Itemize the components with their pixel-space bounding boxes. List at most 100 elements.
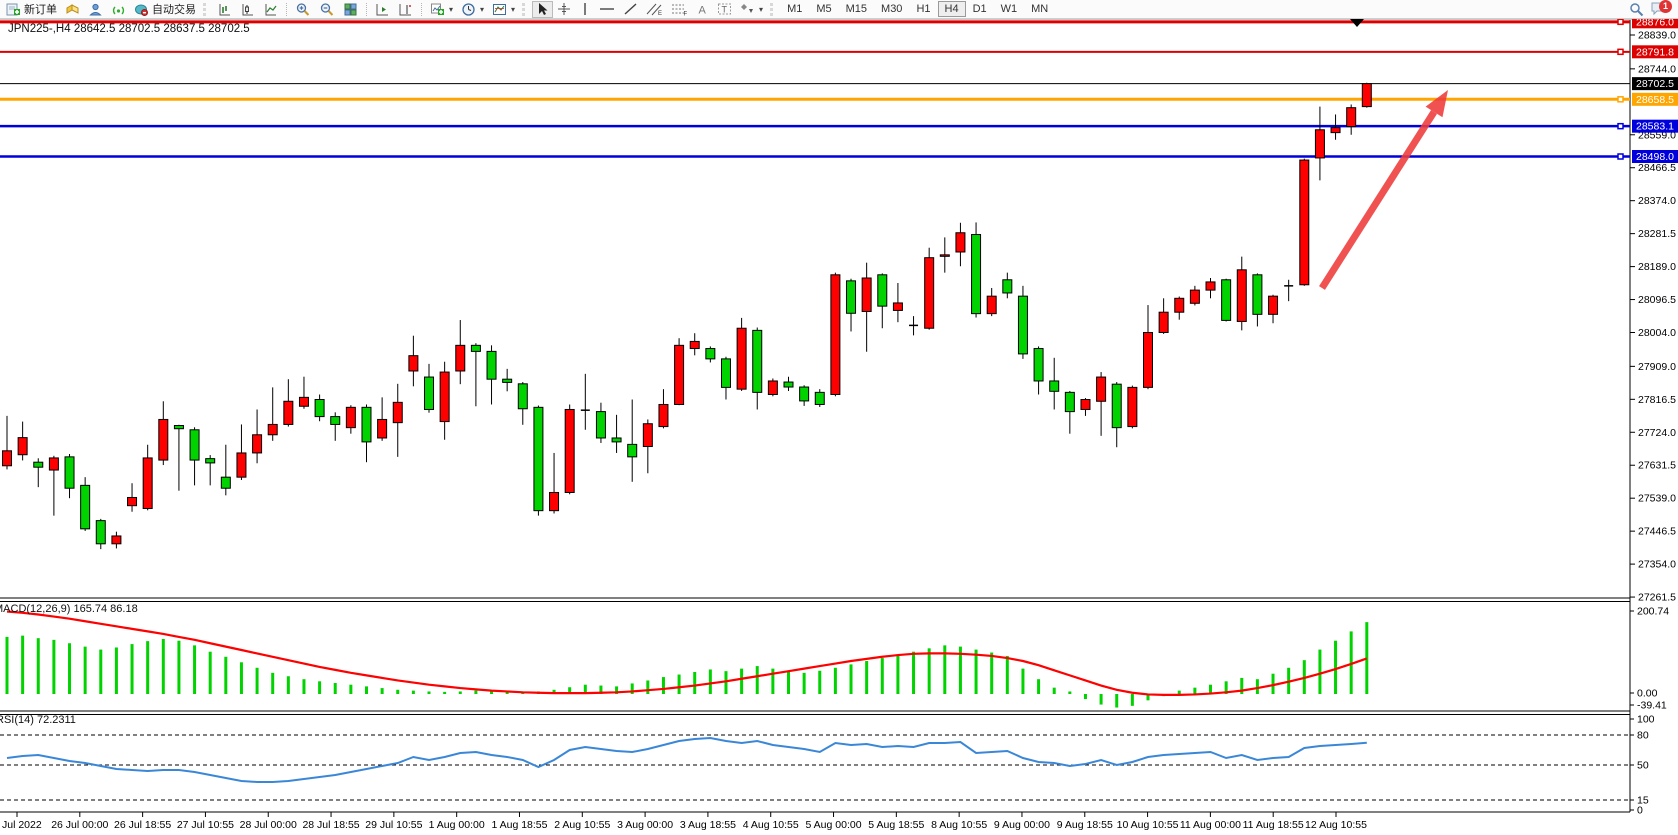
time-tick-label: 4 Aug 10:55 (743, 819, 799, 831)
price-axis[interactable]: 28839.028744.028559.028466.528374.028281… (1630, 15, 1678, 604)
bar-chart-icon (219, 3, 230, 15)
notifications-button[interactable]: 1 (1650, 0, 1672, 17)
timeframe-d1[interactable]: D1 (966, 1, 994, 17)
candle-body (111, 535, 122, 545)
shapes-button[interactable]: ▾ (736, 1, 767, 18)
price-tick-label: 28466.5 (1638, 162, 1676, 174)
autotrading-button[interactable]: 自动交易 (130, 1, 200, 18)
price-line-badge-label: 28658.5 (1636, 94, 1674, 106)
zoom-in-button[interactable] (291, 1, 315, 18)
toolbar-separator (286, 2, 287, 16)
timeframe-w1[interactable]: W1 (994, 1, 1025, 17)
svg-text:F: F (684, 12, 688, 17)
candle-body (205, 458, 216, 464)
horizontal-line-button[interactable] (595, 1, 619, 18)
chart-autoscroll-button[interactable] (371, 1, 394, 18)
time-axis[interactable]: Jul 2022 26 Jul 00:00 26 Jul 18:55 27 Jul 1… (2, 812, 1367, 831)
signals-button[interactable] (107, 1, 130, 18)
fibonacci-button[interactable]: F (667, 1, 692, 18)
channel-button[interactable]: E (642, 1, 667, 18)
timeframe-h4[interactable]: H4 (937, 1, 966, 17)
bar-chart-button[interactable] (213, 1, 236, 18)
rsi-tick-label: 0 (1637, 805, 1643, 817)
time-tick-label: 11 Aug 18:55 (1243, 819, 1304, 831)
indicator-axis[interactable]: 200.74 0.00-39.41 100 80 50 150 (1630, 606, 1669, 817)
timeframe-mn[interactable]: MN (1024, 1, 1055, 17)
search-icon[interactable] (1629, 2, 1644, 17)
annotation-arrow[interactable] (1319, 90, 1448, 290)
top-marker-triangle (1350, 19, 1364, 27)
indicators-button[interactable]: ▾ (426, 1, 457, 18)
price-tick-label: 27909.0 (1638, 361, 1676, 373)
rsi-label: RSI(14) 72.2311 (0, 714, 76, 726)
tile-windows-button[interactable] (339, 1, 362, 18)
candle-body (1314, 129, 1325, 159)
line-chart-button[interactable] (259, 1, 282, 18)
timeframe-m30[interactable]: M30 (874, 1, 909, 17)
price-tick-label: 27631.5 (1638, 460, 1676, 472)
timeframe-m15[interactable]: M15 (839, 1, 874, 17)
time-tick-label: 3 Aug 18:55 (680, 819, 736, 831)
timeframe-m5[interactable]: M5 (809, 1, 838, 17)
price-tick-label: 28839.0 (1638, 30, 1676, 42)
crosshair-icon (558, 3, 571, 15)
toolbar-separator (366, 2, 367, 16)
macd-tick-label: -39.41 (1637, 700, 1667, 712)
trendline-button[interactable] (619, 1, 642, 18)
toolbar-grip (522, 2, 529, 16)
candle-body (361, 406, 372, 443)
market-watch-icon (66, 3, 79, 14)
time-tick-label: 26 Jul 18:55 (114, 819, 171, 831)
timeframe-h1[interactable]: H1 (909, 1, 937, 17)
templates-button[interactable]: ▾ (488, 1, 519, 18)
cursor-button[interactable] (532, 0, 554, 18)
candle-body (17, 437, 28, 456)
text-label-button[interactable]: T (713, 1, 736, 18)
chevron-down-icon: ▾ (449, 4, 454, 14)
svg-text:A: A (699, 5, 707, 17)
indicators-icon (431, 3, 444, 15)
candle-body (705, 348, 716, 360)
candle-body (80, 484, 91, 530)
candle-body (1049, 380, 1060, 392)
price-line-badge (1632, 45, 1678, 59)
price-tick-label: 27539.0 (1638, 493, 1676, 505)
candle-body (720, 358, 731, 388)
candle-body (1174, 297, 1185, 313)
cursor-icon (539, 3, 548, 15)
time-tick-label: 11 Aug 00:00 (1180, 819, 1241, 831)
signals-icon (112, 6, 125, 14)
candle-body (408, 355, 419, 372)
candle-body (1017, 295, 1028, 355)
price-lines (0, 18, 1630, 160)
candlestick-chart-button[interactable] (236, 1, 259, 18)
candle-body (971, 234, 982, 315)
candle-body (1096, 376, 1107, 402)
crosshair-button[interactable] (553, 1, 575, 18)
text-button[interactable]: A (692, 1, 713, 18)
vertical-line-button[interactable] (575, 1, 595, 18)
time-tick-label: 12 Aug 10:55 (1305, 819, 1367, 831)
candle-body (1080, 398, 1091, 410)
macd-tick-label: 0.00 (1637, 688, 1658, 700)
candle-body (1236, 269, 1247, 322)
price-line-handle (1617, 122, 1624, 130)
new-order-button[interactable]: 新订单 (2, 1, 61, 18)
periods-button[interactable]: ▾ (457, 1, 488, 18)
timeframe-m1[interactable]: M1 (780, 1, 809, 17)
candlestick-chart-icon (242, 3, 253, 15)
zoom-out-button[interactable] (315, 1, 339, 18)
chart-shift-button[interactable] (394, 1, 417, 18)
candle-body (1064, 391, 1075, 413)
candle-body (127, 496, 138, 507)
navigator-button[interactable] (84, 1, 107, 18)
line-chart-icon (265, 3, 277, 15)
candle-body (642, 423, 653, 448)
market-watch-button[interactable] (61, 1, 84, 18)
shapes-icon (741, 4, 754, 13)
zoom-out-icon (320, 2, 334, 16)
candle-body (939, 254, 950, 257)
toolbar: 新订单 自动交易 (0, 0, 1678, 19)
candle-body (1221, 279, 1232, 321)
